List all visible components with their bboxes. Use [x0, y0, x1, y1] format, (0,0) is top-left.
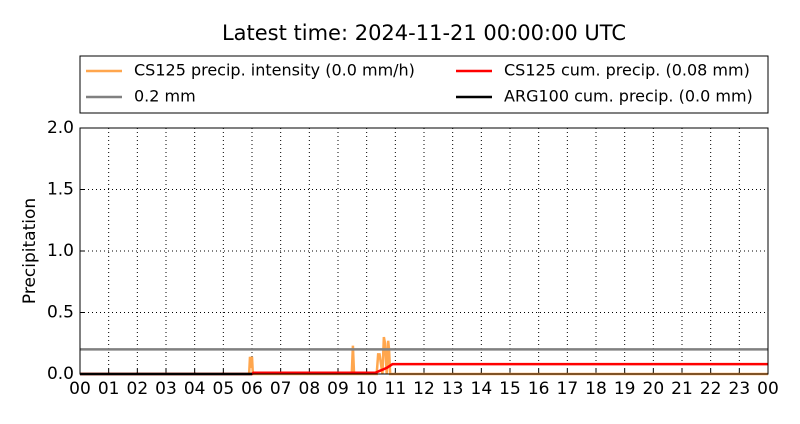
- x-tick-label: 01: [98, 379, 120, 399]
- x-tick-label: 19: [614, 379, 636, 399]
- x-tick-label: 02: [127, 379, 149, 399]
- x-tick-label: 09: [327, 379, 349, 399]
- x-tick-label: 20: [643, 379, 665, 399]
- legend-label: CS125 cum. precip. (0.08 mm): [504, 61, 750, 80]
- x-tick-label: 04: [184, 379, 206, 399]
- chart-title: Latest time: 2024-11-21 00:00:00 UTC: [222, 21, 626, 45]
- x-tick-label: 10: [356, 379, 378, 399]
- y-axis-label: Precipitation: [20, 198, 40, 304]
- x-tick-label: 07: [270, 379, 292, 399]
- x-tick-label: 21: [671, 379, 693, 399]
- legend-label: CS125 precip. intensity (0.0 mm/h): [134, 61, 415, 80]
- x-tick-label: 17: [557, 379, 579, 399]
- x-tick-label: 14: [471, 379, 493, 399]
- y-tick-label: 1.0: [47, 241, 74, 261]
- x-tick-label: 00: [757, 379, 779, 399]
- legend-label: ARG100 cum. precip. (0.0 mm): [504, 87, 753, 106]
- x-tick-label: 18: [585, 379, 607, 399]
- y-tick-label: 0.5: [47, 303, 74, 323]
- x-tick-label: 13: [442, 379, 464, 399]
- x-tick-label: 08: [299, 379, 321, 399]
- x-tick-label: 05: [213, 379, 235, 399]
- x-tick-label: 16: [528, 379, 550, 399]
- x-tick-label: 11: [385, 379, 407, 399]
- x-tick-label: 03: [155, 379, 177, 399]
- legend-box: [79, 55, 769, 114]
- x-tick-label: 00: [69, 379, 91, 399]
- x-tick-label: 15: [499, 379, 521, 399]
- plot-frame: [79, 127, 769, 375]
- x-tick-label: 06: [241, 379, 263, 399]
- series-line: [80, 336, 768, 376]
- legend-label: 0.2 mm: [134, 87, 196, 106]
- y-tick-label: 2.0: [47, 118, 74, 138]
- x-tick-label: 12: [413, 379, 435, 399]
- x-tick-label: 22: [700, 379, 722, 399]
- y-tick-label: 0.0: [47, 364, 74, 384]
- x-tick-label: 23: [729, 379, 751, 399]
- y-tick-label: 1.5: [47, 180, 74, 200]
